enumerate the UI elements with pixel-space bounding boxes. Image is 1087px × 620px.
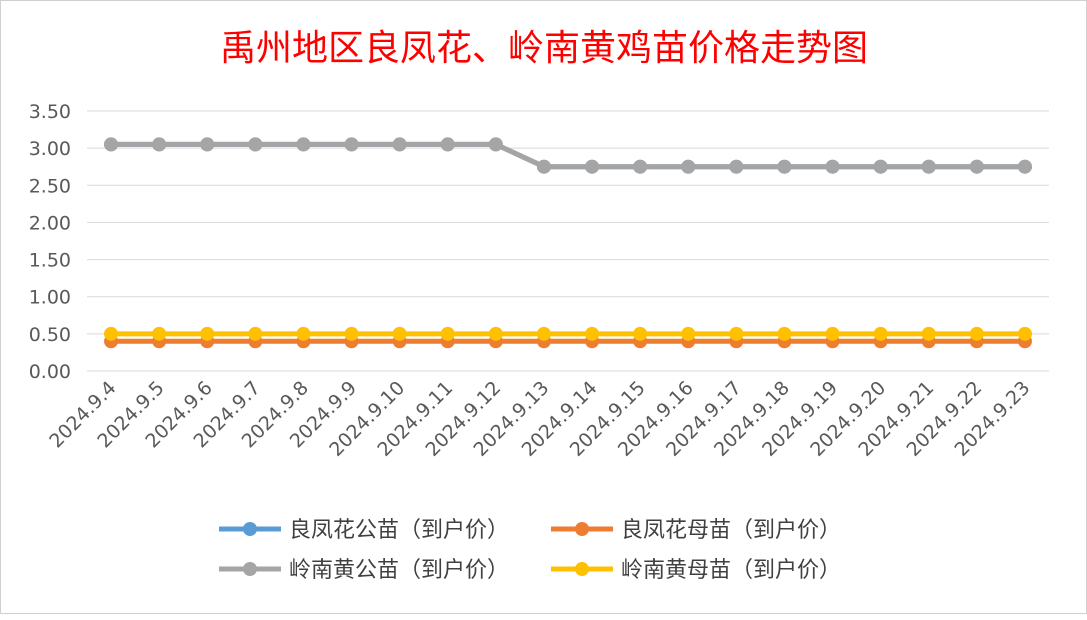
data-point: [152, 137, 167, 152]
y-tick-label: 1.00: [29, 287, 71, 309]
data-point: [344, 137, 359, 152]
data-point: [392, 326, 407, 341]
data-point: [392, 137, 407, 152]
data-point: [969, 159, 984, 174]
series-4: [104, 326, 1032, 341]
data-point: [104, 326, 119, 341]
data-point: [440, 137, 455, 152]
data-point: [873, 326, 888, 341]
y-tick-label: 1.50: [29, 250, 71, 272]
y-tick-label: 3.00: [29, 138, 71, 160]
data-point: [1017, 159, 1032, 174]
data-point: [729, 326, 744, 341]
data-point: [729, 159, 744, 174]
data-point: [200, 326, 215, 341]
legend-item: 良凤花母苗（到户价）: [551, 518, 841, 543]
data-point: [969, 326, 984, 341]
legend-swatch-marker: [575, 522, 589, 536]
data-point: [777, 159, 792, 174]
legend-label: 岭南黄母苗（到户价）: [621, 558, 841, 583]
y-tick-label: 0.50: [29, 324, 71, 346]
data-point: [681, 159, 696, 174]
data-point: [104, 137, 119, 152]
data-point: [681, 326, 696, 341]
legend-label: 良凤花公苗（到户价）: [289, 518, 509, 543]
data-point: [585, 326, 600, 341]
y-tick-label: 2.00: [29, 212, 71, 234]
series-layer: [104, 137, 1032, 349]
data-point: [248, 137, 263, 152]
data-point: [585, 159, 600, 174]
data-point: [873, 159, 888, 174]
legend-label: 岭南黄公苗（到户价）: [289, 558, 509, 583]
legend-item: 岭南黄母苗（到户价）: [551, 558, 841, 583]
series-line: [111, 141, 1025, 170]
y-tick-label: 2.50: [29, 175, 71, 197]
data-point: [488, 326, 503, 341]
data-point: [921, 159, 936, 174]
data-point: [248, 326, 263, 341]
legend-item: 岭南黄公苗（到户价）: [219, 558, 509, 583]
data-point: [488, 137, 503, 152]
x-axis-tick-labels: 2024.9.42024.9.52024.9.62024.9.72024.9.8…: [45, 377, 1034, 461]
data-point: [296, 326, 311, 341]
data-point: [152, 326, 167, 341]
chart-title: 禹州地区良凤花、岭南黄鸡苗价格走势图: [220, 28, 868, 69]
legend-item: 良凤花公苗（到户价）: [219, 518, 509, 543]
data-point: [536, 159, 551, 174]
data-point: [921, 326, 936, 341]
data-point: [825, 326, 840, 341]
legend-swatch-marker: [243, 562, 257, 576]
data-point: [1017, 326, 1032, 341]
data-point: [777, 326, 792, 341]
y-tick-label: 0.00: [29, 361, 71, 383]
legend-swatch-marker: [575, 562, 589, 576]
data-point: [825, 159, 840, 174]
data-point: [633, 326, 648, 341]
data-point: [536, 326, 551, 341]
y-tick-label: 3.50: [29, 101, 71, 123]
data-point: [200, 137, 215, 152]
data-point: [296, 137, 311, 152]
data-point: [440, 326, 455, 341]
legend: 良凤花公苗（到户价） 良凤花母苗（到户价） 岭南黄公苗（到户价） 岭南黄母苗（到户价）: [219, 518, 841, 583]
y-axis-tick-labels: 0.00 0.50 1.00 1.50 2.00 2.50 3.00 3.50: [29, 101, 71, 383]
data-point: [344, 326, 359, 341]
legend-label: 良凤花母苗（到户价）: [621, 518, 841, 543]
series-3: [104, 137, 1032, 174]
data-point: [633, 159, 648, 174]
legend-swatch-marker: [243, 522, 257, 536]
